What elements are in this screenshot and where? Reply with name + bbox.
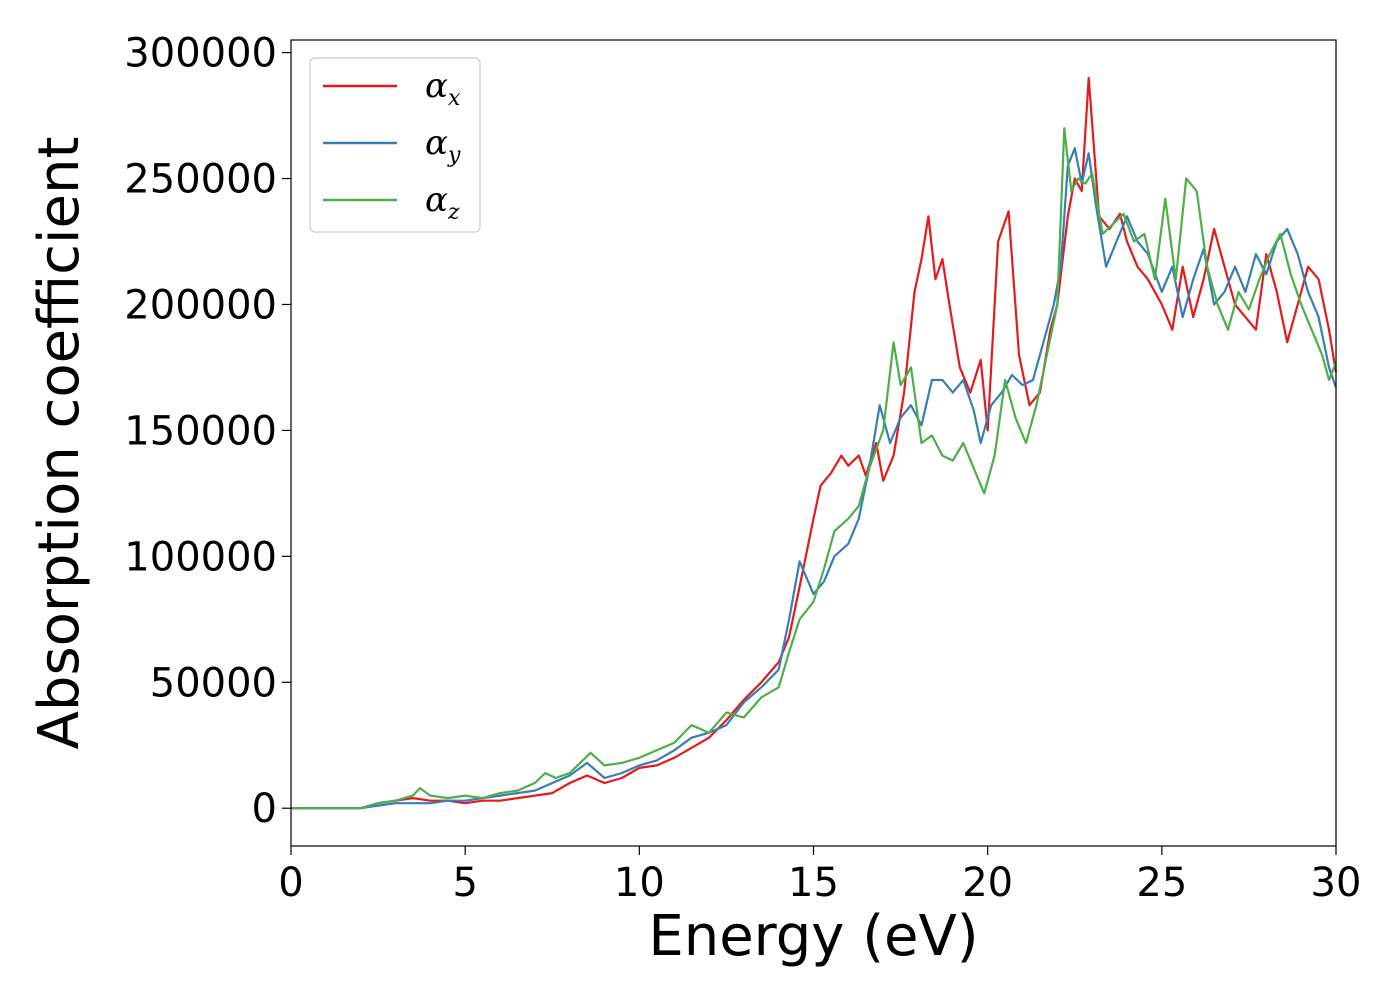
y-tick-label: 250000 (124, 157, 277, 203)
y-tick-label: 100000 (124, 534, 277, 580)
x-tick-label: 5 (452, 860, 477, 906)
legend-label: αx (425, 66, 461, 111)
series-lines (291, 76, 1338, 810)
x-tick-label: 10 (614, 860, 665, 906)
x-tick-label: 0 (278, 860, 303, 906)
y-tick-label: 150000 (124, 408, 277, 454)
x-tick-label: 15 (788, 860, 839, 906)
series-line-x (291, 76, 1338, 810)
y-tick-label: 50000 (150, 660, 277, 706)
legend-box (309, 57, 481, 233)
axis-ticks: 0 5 10 15 20 25 30 0 50000 100000 150000 200000 2500… (124, 31, 1361, 906)
series-line-z (291, 127, 1338, 810)
legend-label: αy (425, 123, 461, 168)
y-tick-label: 0 (252, 786, 277, 832)
y-axis-label: Absorption coefficient (27, 137, 92, 750)
legend-item-x: αx (323, 66, 461, 111)
series-line-y (291, 147, 1338, 810)
x-tick-label: 20 (962, 860, 1013, 906)
legend-label: αz (425, 180, 460, 225)
y-tick-label: 200000 (124, 282, 277, 328)
legend-item-y: αy (323, 123, 461, 168)
x-tick-label: 30 (1311, 860, 1362, 906)
legend: αx αy αz (309, 57, 481, 233)
x-tick-label: 25 (1136, 860, 1187, 906)
legend-item-z: αz (323, 180, 460, 225)
x-axis-label: Energy (eV) (648, 904, 978, 969)
y-tick-label: 300000 (124, 31, 277, 77)
plot-frame (290, 39, 1337, 847)
